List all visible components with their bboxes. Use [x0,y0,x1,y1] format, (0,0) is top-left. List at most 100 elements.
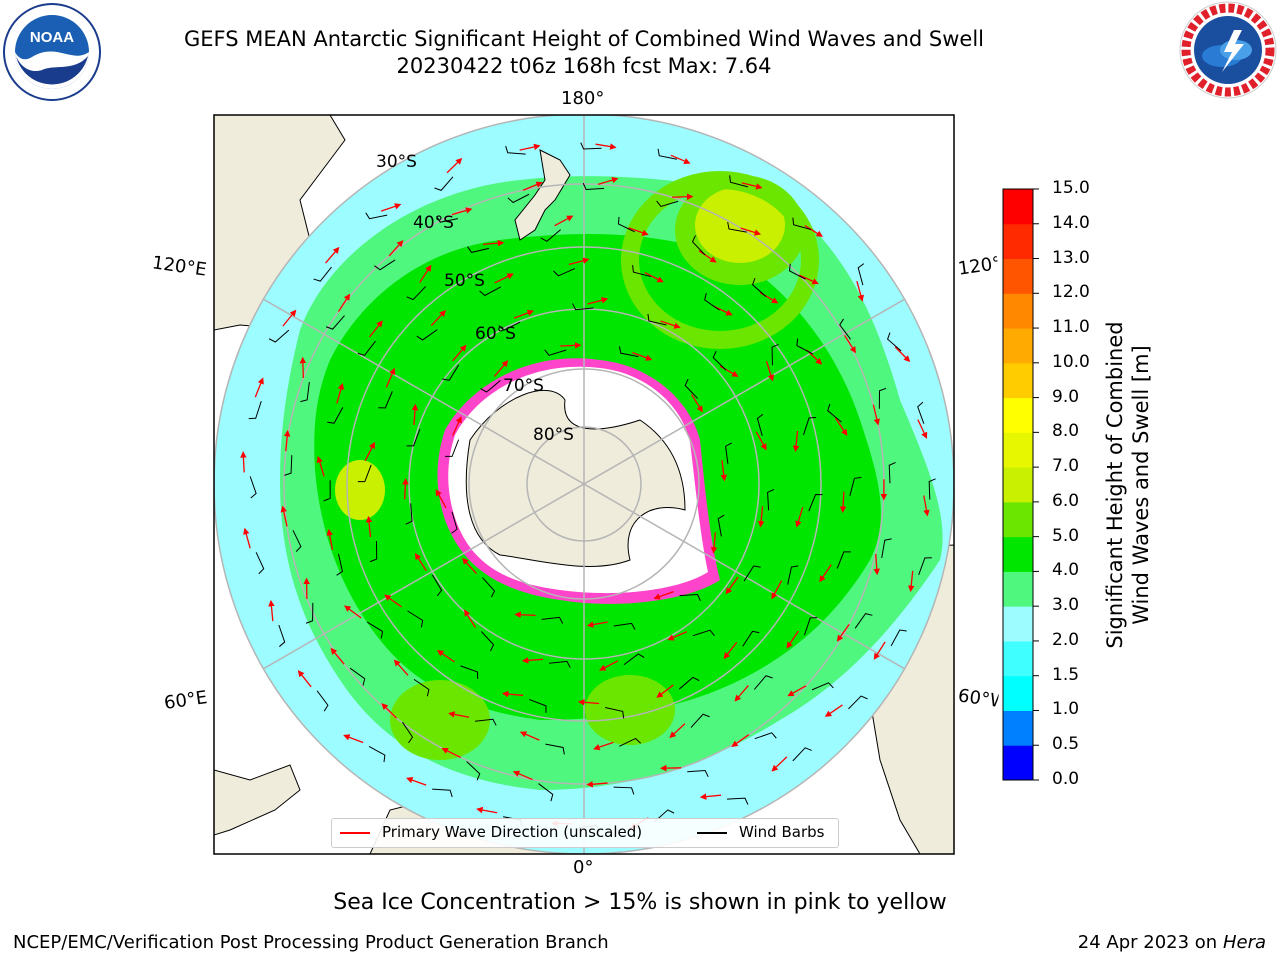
wind-barb [796,338,814,355]
wind-barb [808,494,823,512]
wave-direction-arrow [493,360,509,377]
wind-barb [854,613,873,629]
wave-direction-arrow [719,365,739,377]
wind-barb [678,676,700,690]
wind-barb [656,200,679,208]
wind-barb [727,221,747,233]
wind-barb [725,442,733,465]
wave-direction-arrow [771,580,783,600]
wave-direction-arrow [464,609,476,628]
wave-direction-arrow [740,227,762,236]
wave-direction-arrow [494,273,514,284]
wave-direction-arrow [597,176,619,185]
wind-barb [268,329,290,343]
wind-barb [528,698,547,713]
map-subtitle: 20230422 t06z 168h fcst Max: 7.64 [396,54,772,78]
wind-barb [613,786,635,795]
nws-logo [1179,1,1277,99]
wind-barb [313,266,332,282]
wave-direction-arrow [388,240,404,257]
wave-direction-arrow [844,334,856,354]
wave-direction-arrow [519,731,540,741]
wave-band-6-7-indian [335,460,385,520]
wind-barb [541,616,564,624]
wave-direction-arrow [381,703,397,719]
noaa-logo: NOAA [3,3,101,101]
colorbar-swatch [1003,223,1033,260]
wave-direction-arrow [593,741,614,751]
colorbar-tick-label: 2.0 [1052,629,1080,650]
wave-direction-arrow [441,747,461,759]
colorbar-swatch [1003,467,1033,503]
colorbar-swatch [1003,258,1033,294]
wind-barb [917,401,925,424]
wind-barb [619,737,642,747]
wind-barb [690,713,710,728]
wave-direction-arrow [670,154,691,165]
colorbar-swatch [1003,432,1033,468]
wind-barb [647,313,667,326]
wind-barb [316,690,329,712]
wave-direction-arrow [734,685,749,702]
wind-barb [416,329,438,341]
colorbar-swatch [1003,189,1033,225]
wind-barb [248,400,262,420]
lat-label-40s: 40°S [413,213,454,233]
wind-barb [771,343,779,366]
wave-direction-arrow [554,215,574,227]
wave-direction-arrow [691,394,703,413]
lon-label-top: 180° [561,88,605,109]
colorbar-tick-label: 13.0 [1052,247,1090,268]
lat-label-80s: 80°S [533,425,574,445]
wave-direction-arrow [672,193,694,200]
footer-date: 24 Apr 2023 on [1077,932,1223,953]
lat-label-30s: 30°S [376,152,417,172]
wave-direction-arrow [299,356,307,379]
wind-barb [366,621,384,639]
wave-direction-arrow [856,281,864,302]
wave-direction-arrow [268,599,275,622]
wind-barb [890,629,907,647]
wave-direction-arrow [393,659,409,676]
wind-barb [742,630,760,647]
map-frame [213,114,955,855]
lat-label-70s: 70°S [503,376,544,396]
wave-direction-arrow [380,203,402,212]
wave-direction-arrow [917,419,928,439]
wave-direction-arrow [834,417,848,436]
wind-barb [374,259,396,271]
wave-direction-arrow [336,382,345,404]
wind-barb [811,682,834,691]
wave-direction-arrow [599,660,619,671]
wave-direction-arrow [577,699,600,706]
wave-direction-arrow [519,143,541,151]
wind-barb [467,246,490,253]
wave-direction-arrow [765,360,775,382]
wind-barb [474,718,497,726]
wind-barb [717,514,725,537]
wind-barb [613,622,636,630]
wave-direction-arrow [384,594,402,608]
wave-direction-arrow [725,576,739,595]
wave-direction-arrow [280,505,288,527]
wave-direction-arrow [799,274,819,285]
wind-barb [365,212,388,220]
wind-barb [857,263,865,286]
wave-direction-arrow [587,297,609,305]
wave-direction-arrow [710,532,718,554]
lon-label-bottom: 0° [573,857,594,878]
colorbar-tick-label: 10.0 [1052,351,1090,372]
wind-barb [827,403,842,423]
colorbar-tick-label: 8.0 [1052,421,1080,442]
wave-direction-arrow [462,557,477,575]
wave-direction-arrow [512,770,533,781]
colorbar-tick-label: 14.0 [1052,212,1090,233]
wind-barb [549,660,571,668]
wind-barb [460,665,479,679]
wave-direction-arrow [873,641,886,660]
wind-barb [849,477,862,496]
colorbar-tick-label: 4.0 [1052,560,1080,581]
wind-barb [617,216,635,233]
footer-left: NCEP/EMC/Verification Post Processing Pr… [13,932,609,953]
wind-barb [618,346,639,358]
